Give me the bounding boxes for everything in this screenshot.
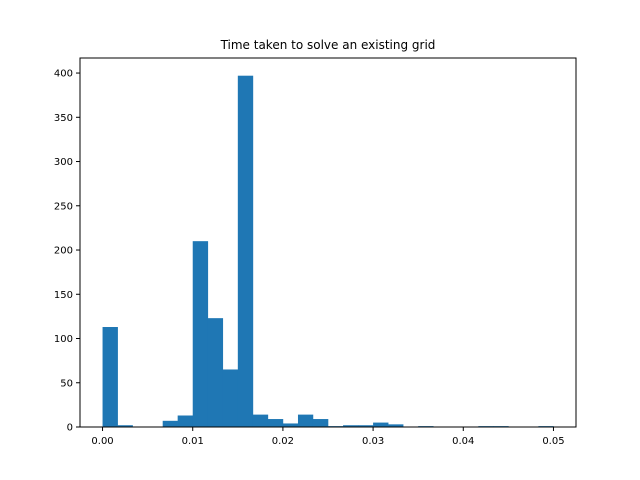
x-tick-label-5: 0.05 xyxy=(542,436,564,447)
histogram-bar-12 xyxy=(282,423,299,427)
y-tick-label-0: 0 xyxy=(67,423,73,434)
x-tick-label-0: 0.00 xyxy=(91,436,113,447)
y-tick-label-8: 400 xyxy=(54,69,73,80)
histogram-bar-9 xyxy=(237,75,254,427)
histogram-bar-8 xyxy=(222,369,239,427)
histogram-bar-1 xyxy=(117,425,133,427)
y-tick-label-5: 250 xyxy=(54,201,73,212)
histogram-bar-4 xyxy=(162,420,178,427)
y-tick-label-6: 300 xyxy=(54,157,73,168)
histogram-bar-19 xyxy=(388,424,404,427)
histogram-bar-11 xyxy=(267,419,284,427)
y-tick-label-3: 150 xyxy=(54,290,73,301)
histogram-bar-13 xyxy=(297,414,314,427)
y-tick-label-4: 200 xyxy=(54,246,73,257)
histogram-bar-10 xyxy=(252,414,269,427)
histogram-bar-16 xyxy=(343,425,359,427)
histogram-bar-18 xyxy=(373,422,389,427)
histogram-bars xyxy=(102,75,554,427)
histogram-bar-5 xyxy=(177,415,194,427)
y-axis: 0 50 100 150 200 250 300 350 400 xyxy=(54,69,80,434)
y-tick-label-7: 350 xyxy=(54,113,73,124)
plot-frame xyxy=(79,57,577,428)
histogram-bar-6 xyxy=(192,241,209,427)
x-tick-label-2: 0.02 xyxy=(272,436,294,447)
chart-title: Time taken to solve an existing grid xyxy=(220,38,436,52)
histogram-bar-7 xyxy=(207,318,224,427)
y-tick-label-2: 100 xyxy=(54,334,73,345)
histogram-bar-0 xyxy=(102,327,118,427)
x-tick-label-1: 0.01 xyxy=(182,436,204,447)
x-axis: 0.00 0.01 0.02 0.03 0.04 0.05 xyxy=(91,427,565,447)
x-tick-label-3: 0.03 xyxy=(362,436,384,447)
histogram-bar-17 xyxy=(358,425,374,427)
x-tick-label-4: 0.04 xyxy=(452,436,474,447)
histogram-bar-14 xyxy=(312,419,329,427)
y-tick-label-1: 50 xyxy=(60,378,73,389)
